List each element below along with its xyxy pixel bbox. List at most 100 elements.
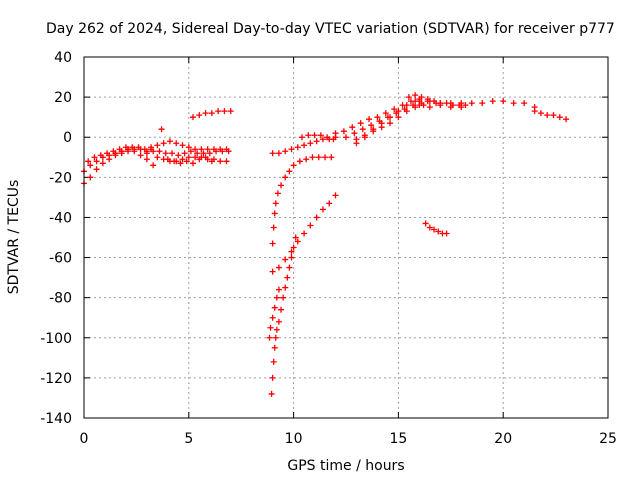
data-point — [395, 108, 402, 115]
data-point — [192, 146, 199, 153]
data-point — [266, 334, 273, 341]
series-arc-isolated-16 — [422, 220, 450, 237]
data-point — [361, 132, 368, 139]
data-point — [426, 104, 433, 111]
data-point — [405, 94, 412, 101]
data-point — [219, 148, 226, 155]
data-point — [301, 230, 308, 237]
data-point — [275, 264, 282, 271]
data-point — [343, 134, 349, 141]
data-point — [462, 102, 469, 109]
data-point — [104, 150, 111, 157]
data-point — [328, 154, 335, 161]
data-point — [227, 108, 234, 115]
data-point — [112, 150, 119, 157]
data-point — [282, 174, 289, 181]
data-point — [521, 100, 528, 107]
data-point — [544, 112, 551, 119]
data-point — [531, 108, 538, 115]
data-point — [270, 224, 277, 231]
data-point — [313, 138, 320, 145]
data-point — [154, 154, 161, 161]
data-point — [368, 122, 375, 129]
data-point — [158, 126, 165, 133]
series-arc-3to7-mid — [143, 148, 232, 159]
data-point — [271, 210, 278, 217]
data-point — [489, 98, 496, 105]
data-point — [118, 148, 125, 155]
data-point — [403, 108, 410, 115]
data-point — [143, 156, 150, 163]
data-point — [280, 294, 287, 301]
data-point — [479, 100, 486, 107]
data-point — [271, 304, 278, 311]
data-point — [93, 166, 100, 173]
series-arc-plateau-low — [416, 102, 465, 111]
data-point — [353, 136, 360, 143]
data-point — [269, 268, 276, 275]
data-point — [426, 98, 433, 105]
data-point — [99, 160, 106, 167]
data-point — [267, 324, 274, 331]
data-point — [332, 192, 339, 199]
data-point — [93, 158, 100, 165]
data-point — [458, 104, 465, 111]
data-point — [416, 102, 423, 109]
data-point — [198, 146, 205, 153]
data-point — [202, 154, 209, 161]
data-point — [500, 98, 507, 105]
data-point — [223, 158, 230, 165]
data-point — [177, 160, 184, 167]
data-point — [208, 158, 215, 165]
data-point — [179, 156, 186, 163]
data-point — [288, 254, 295, 261]
data-point — [125, 146, 132, 153]
data-point — [278, 182, 285, 189]
data-point — [305, 132, 312, 139]
data-point — [431, 226, 438, 233]
data-point — [556, 114, 563, 121]
y-tick-label: -120 — [40, 371, 72, 387]
data-point — [286, 168, 293, 175]
data-point — [412, 92, 419, 99]
data-point — [156, 148, 163, 155]
data-point — [275, 150, 282, 157]
data-point — [418, 94, 425, 101]
data-point — [387, 120, 394, 127]
data-point — [173, 140, 180, 147]
data-point — [366, 116, 373, 123]
data-point — [309, 154, 316, 161]
data-point — [351, 130, 358, 137]
data-point — [290, 244, 297, 251]
data-point — [288, 248, 295, 255]
series-arc-early-hump — [112, 146, 157, 169]
data-point — [185, 154, 192, 161]
data-point — [206, 150, 213, 157]
series-arc-main-rise-c — [353, 102, 427, 147]
data-point — [164, 156, 171, 163]
data-point — [435, 228, 442, 235]
series-arc-main-rise-a — [332, 96, 440, 137]
data-point — [204, 146, 211, 153]
data-point — [143, 150, 150, 157]
data-point — [443, 230, 450, 237]
data-point — [282, 284, 289, 291]
data-point — [208, 110, 215, 117]
data-point — [332, 130, 339, 137]
data-point — [326, 200, 333, 207]
data-point — [359, 126, 366, 133]
y-tick-label: -140 — [40, 411, 72, 427]
data-point — [324, 134, 331, 141]
data-point — [154, 142, 161, 149]
data-point — [166, 138, 173, 145]
data-point — [271, 344, 278, 351]
data-point — [319, 136, 326, 143]
y-tick-label: -60 — [49, 251, 72, 267]
data-point — [148, 144, 155, 151]
data-point — [141, 146, 148, 153]
grid-lines — [84, 57, 608, 418]
data-point — [290, 162, 297, 169]
data-point — [131, 148, 138, 155]
data-point — [270, 358, 277, 365]
y-tick-labels: -140 -120 -100 -80 -60 -40 -20 0 20 40 — [40, 50, 72, 427]
